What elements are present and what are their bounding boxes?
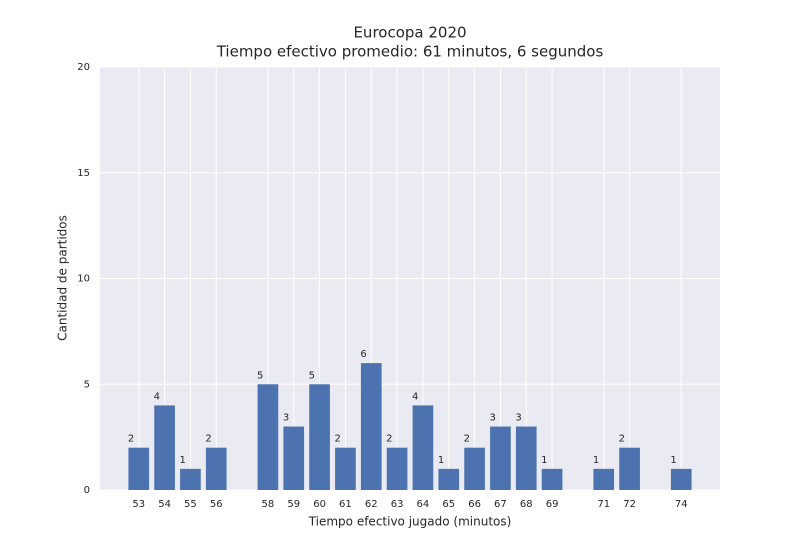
x-tick-label: 60 — [313, 499, 326, 510]
bar — [490, 426, 511, 490]
x-tick-label: 56 — [210, 499, 223, 510]
bar — [670, 468, 692, 490]
bar — [335, 447, 356, 490]
x-tick-label: 72 — [623, 499, 636, 510]
bar — [438, 468, 460, 490]
bar — [412, 405, 434, 490]
x-tick-label: 54 — [158, 499, 171, 510]
value-label: 3 — [515, 413, 521, 424]
x-tick-label: 69 — [546, 499, 559, 510]
value-label: 5 — [257, 370, 263, 381]
value-label: 2 — [128, 434, 134, 445]
x-tick-label: 71 — [597, 499, 610, 510]
value-label: 1 — [593, 455, 599, 466]
value-label: 3 — [283, 413, 289, 424]
value-label: 4 — [154, 391, 160, 402]
value-label: 4 — [412, 391, 418, 402]
chart-subtitle: Tiempo efectivo promedio: 61 minutos, 6 … — [216, 43, 604, 61]
x-tick-label: 66 — [468, 499, 481, 510]
x-tick-label: 63 — [391, 499, 404, 510]
y-tick-label: 5 — [84, 379, 90, 390]
value-label: 5 — [309, 370, 315, 381]
value-label: 2 — [334, 434, 340, 445]
value-label: 6 — [360, 349, 366, 360]
bar — [515, 426, 537, 490]
bar — [593, 468, 615, 490]
x-tick-label: 61 — [339, 499, 352, 510]
x-tick-label: 62 — [365, 499, 378, 510]
x-tick-label: 74 — [675, 499, 688, 510]
y-axis-label: Cantidad de partidos — [56, 215, 70, 341]
chart-title: Eurocopa 2020 — [353, 24, 466, 42]
value-label: 2 — [386, 434, 392, 445]
bar — [360, 363, 382, 490]
value-label: 1 — [179, 455, 185, 466]
bar — [283, 426, 305, 490]
value-label: 2 — [205, 434, 211, 445]
x-tick-label: 68 — [520, 499, 533, 510]
bar — [464, 447, 485, 490]
y-tick-label: 20 — [77, 62, 90, 73]
y-tick-label: 10 — [77, 274, 90, 285]
bar — [128, 447, 150, 490]
y-tick-label: 15 — [77, 168, 90, 179]
value-label: 1 — [438, 455, 444, 466]
bar — [619, 447, 640, 490]
bar — [541, 468, 563, 490]
bar — [257, 384, 279, 490]
value-label: 1 — [541, 455, 547, 466]
x-tick-label: 58 — [262, 499, 275, 510]
x-tick-label: 55 — [184, 499, 197, 510]
x-tick-label: 64 — [417, 499, 430, 510]
bar — [309, 384, 330, 490]
bar — [386, 447, 408, 490]
x-tick-label: 65 — [442, 499, 455, 510]
value-label: 1 — [670, 455, 676, 466]
value-label: 2 — [619, 434, 625, 445]
y-tick-label: 0 — [84, 485, 90, 496]
x-axis-label: Tiempo efectivo jugado (minutos) — [308, 515, 512, 529]
x-tick-label: 59 — [287, 499, 300, 510]
value-label: 3 — [489, 413, 495, 424]
bar — [205, 447, 227, 490]
value-label: 2 — [464, 434, 470, 445]
x-tick-label: 67 — [494, 499, 507, 510]
bar — [154, 405, 175, 490]
x-tick-label: 53 — [132, 499, 145, 510]
bar — [180, 468, 201, 490]
